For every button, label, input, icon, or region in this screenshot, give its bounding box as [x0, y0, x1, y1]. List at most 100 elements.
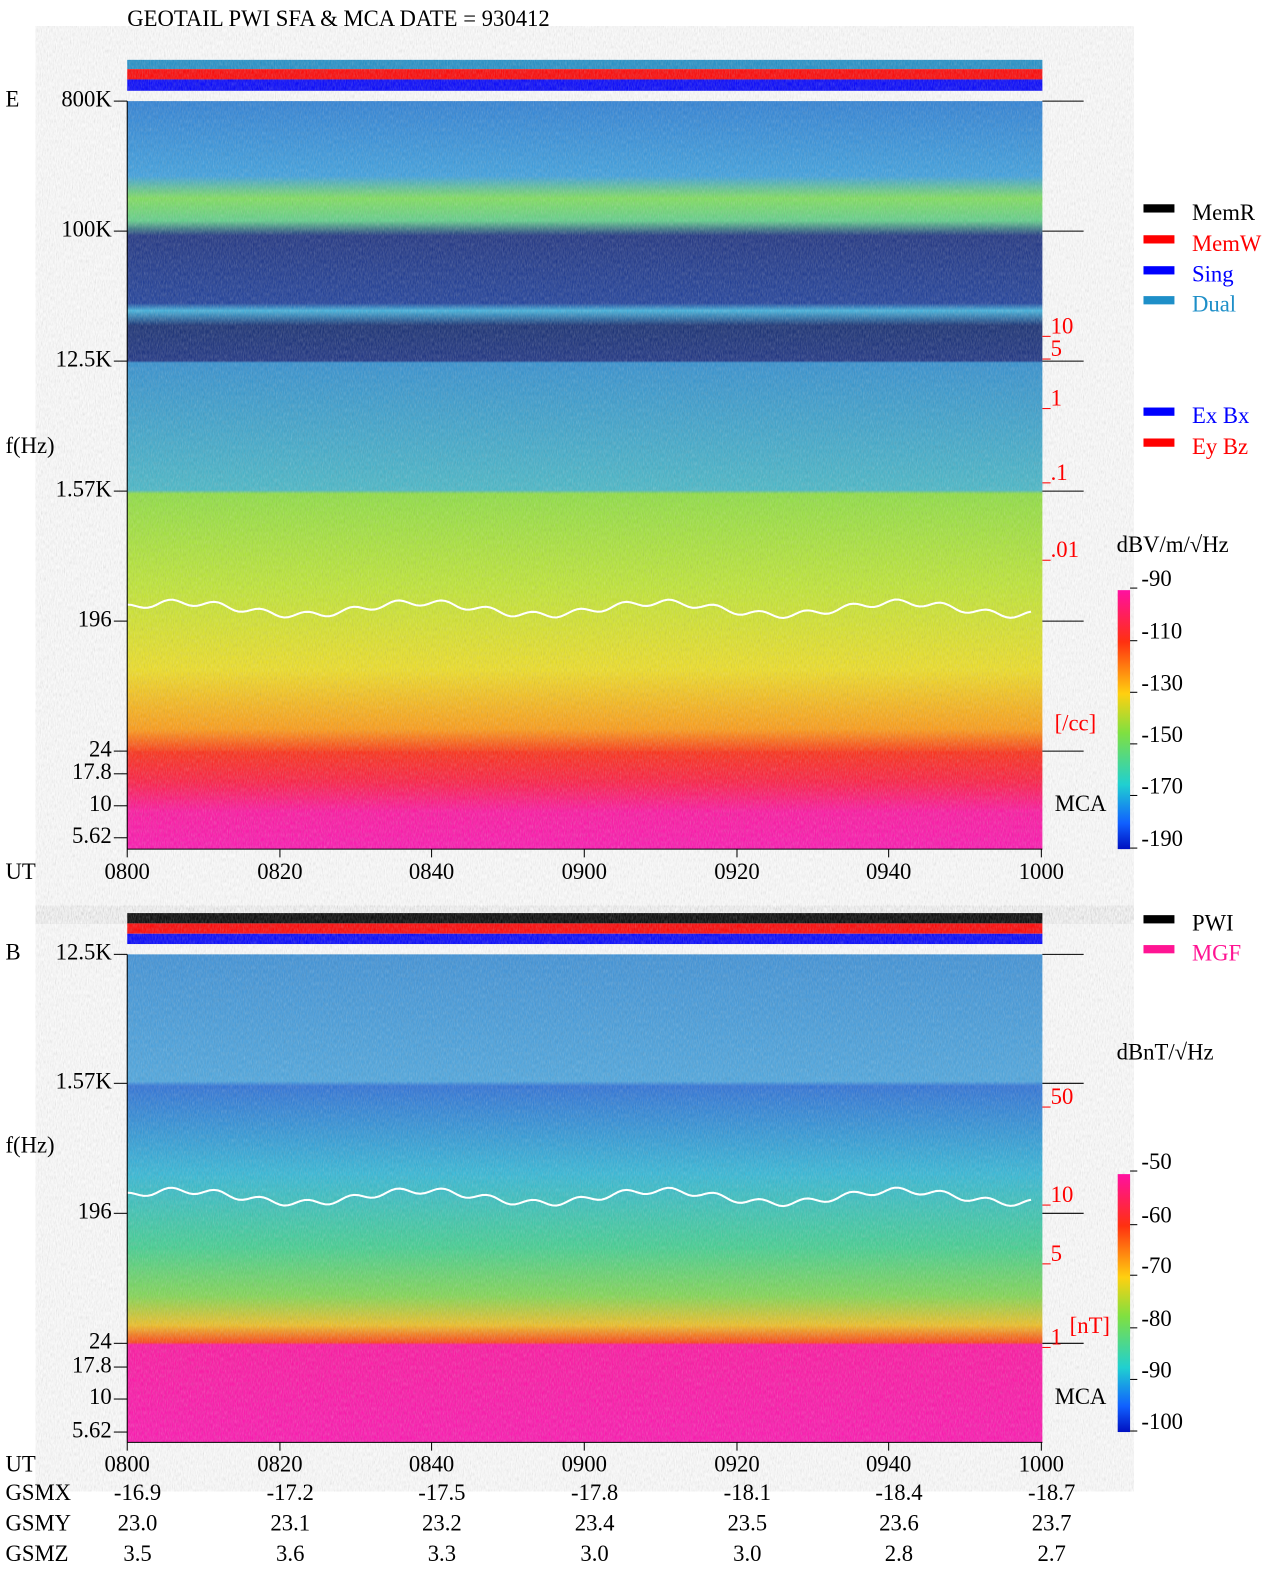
orbit-value: 3.0: [733, 1541, 761, 1566]
side-tick-label: .1: [1051, 460, 1068, 485]
time-tick-label: 0840: [409, 859, 454, 884]
time-tick-label: 0820: [257, 859, 302, 884]
status-bar: [127, 933, 1043, 945]
orbit-value: 3.3: [428, 1541, 456, 1566]
orbit-value: 23.1: [270, 1511, 310, 1536]
colorbar-tick-label: -80: [1141, 1306, 1171, 1331]
colorbar-tick-label: -60: [1141, 1203, 1171, 1228]
orbit-label: GSMX: [5, 1480, 71, 1505]
colorbar-tick-label: -90: [1141, 1357, 1171, 1382]
colorbar-tick-label: -50: [1141, 1149, 1171, 1174]
freq-tick-label: 17.8: [72, 759, 112, 784]
orbit-value: 3.6: [276, 1541, 304, 1566]
freq-tick-label: 5.62: [72, 1417, 112, 1442]
status-bar: [127, 69, 1043, 80]
time-tick-label: 0940: [866, 1451, 911, 1476]
orbit-value: 2.7: [1037, 1541, 1065, 1566]
freq-tick-label: 12.5K: [56, 940, 113, 965]
time-tick-label: 0920: [714, 1451, 759, 1476]
freq-tick-label: 10: [89, 791, 112, 816]
orbit-value: -18.4: [875, 1480, 922, 1505]
title: GEOTAIL PWI SFA & MCA DATE = 930412: [127, 6, 550, 31]
colorbar-tick-label: -170: [1141, 773, 1183, 798]
colorbar-tick-label: -110: [1141, 619, 1182, 644]
legend-swatch: [1143, 204, 1175, 213]
orbit-value: 23.0: [118, 1511, 158, 1536]
colorbar-unit: dBV/m/√Hz: [1117, 532, 1229, 557]
time-tick-label: 0800: [105, 859, 150, 884]
freq-tick-label: 5.62: [72, 823, 112, 848]
side-tick-label: 10: [1051, 313, 1074, 338]
freq-tick-label: 17.8: [72, 1352, 112, 1377]
orbit-label: GSMZ: [5, 1541, 68, 1566]
status-bar: [127, 59, 1043, 70]
time-tick-label: 0900: [562, 859, 607, 884]
time-tick-label: 1000: [1019, 1451, 1064, 1476]
freq-tick-label: 24: [89, 736, 112, 761]
orbit-value: -18.7: [1028, 1480, 1075, 1505]
side-tick-label: 1: [1051, 386, 1062, 411]
legend-swatch: [1143, 235, 1175, 244]
legend-label: MemW: [1192, 231, 1262, 256]
freq-tick-label: 24: [89, 1329, 112, 1354]
side-tick-label: 5: [1051, 1241, 1062, 1266]
legend-label: Dual: [1192, 292, 1236, 317]
colorbar-tick-label: -150: [1141, 722, 1183, 747]
side-tick-label: 10: [1051, 1182, 1074, 1207]
orbit-value: 23.5: [727, 1511, 767, 1536]
side-unit: [/cc]: [1055, 711, 1097, 736]
orbit-value: 23.7: [1032, 1511, 1072, 1536]
legend-label: MGF: [1192, 941, 1241, 966]
time-tick-label: 0820: [257, 1451, 302, 1476]
legend-label: MemR: [1192, 200, 1256, 225]
mca-label: MCA: [1055, 791, 1107, 816]
time-tick-label: 0800: [105, 1451, 150, 1476]
y-axis-label: f(Hz): [5, 433, 54, 458]
colorbar-unit: dBnT/√Hz: [1117, 1040, 1214, 1065]
orbit-value: 3.0: [580, 1541, 608, 1566]
trace-line: [127, 598, 1032, 620]
time-tick-label: 0940: [866, 859, 911, 884]
colorbar-tick-label: -90: [1141, 566, 1171, 591]
time-axis-label: UT: [5, 859, 35, 884]
freq-tick-label: 800K: [61, 86, 112, 111]
status-bar: [127, 913, 1043, 924]
colorbar-tick-label: -190: [1141, 826, 1183, 851]
legend-swatch: [1143, 915, 1175, 924]
legend-swatch: [1143, 438, 1175, 447]
time-tick-label: 1000: [1019, 859, 1064, 884]
orbit-value: -18.1: [724, 1480, 771, 1505]
orbit-value: -17.5: [418, 1480, 465, 1505]
colorbar: [1117, 590, 1131, 850]
status-bar: [127, 79, 1043, 91]
legend-swatch: [1143, 266, 1175, 275]
freq-tick-label: 1.57K: [56, 1069, 113, 1094]
time-axis-label: UT: [5, 1451, 35, 1476]
time-tick-label: 0900: [562, 1451, 607, 1476]
orbit-value: -17.2: [267, 1480, 314, 1505]
side-tick-label: .01: [1051, 537, 1079, 562]
side-tick-label: 5: [1051, 336, 1062, 361]
trace-line: [127, 1186, 1032, 1208]
legend-label: PWI: [1192, 911, 1234, 936]
spectrogram-texture: [127, 101, 1043, 850]
colorbar-tick-label: -70: [1141, 1253, 1171, 1278]
colorbar-tick-label: -130: [1141, 670, 1183, 695]
time-tick-label: 0920: [714, 859, 759, 884]
time-tick-label: 0840: [409, 1451, 454, 1476]
orbit-value: 2.8: [885, 1541, 913, 1566]
freq-tick-label: 12.5K: [56, 346, 113, 371]
legend-label: Ex Bx: [1192, 403, 1250, 428]
y-axis-label: f(Hz): [5, 1132, 54, 1157]
side-tick-label: 50: [1051, 1084, 1074, 1109]
legend-swatch: [1143, 945, 1175, 954]
orbit-value: -16.9: [114, 1480, 161, 1505]
orbit-value: -17.8: [571, 1480, 618, 1505]
colorbar: [1117, 1174, 1131, 1433]
panel-label: E: [5, 86, 19, 111]
freq-tick-label: 10: [89, 1384, 112, 1409]
legend-swatch: [1143, 296, 1175, 305]
legend-label: Ey Bz: [1192, 434, 1248, 459]
